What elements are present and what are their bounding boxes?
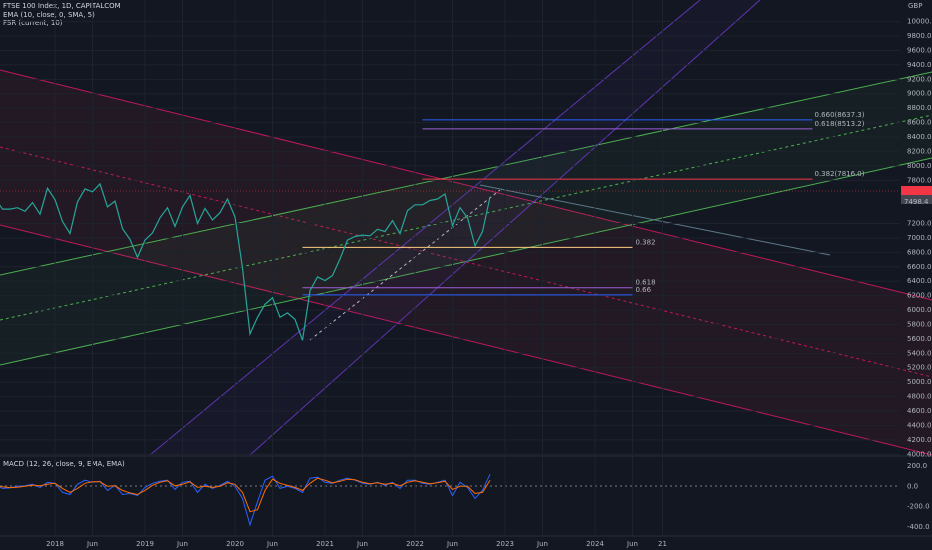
trend-line — [309, 189, 501, 341]
y-tick-label: 9000.0 — [907, 90, 932, 98]
y-tick-label: 8400.0 — [907, 133, 932, 141]
trend-line — [0, 224, 932, 456]
fib-label: 0.660(8637.3) — [815, 111, 865, 119]
trend-line — [479, 184, 831, 256]
y-tick-label: 5600.0 — [907, 335, 932, 343]
x-tick-label: Jun — [176, 540, 188, 548]
y-tick-label: 4000.0 — [907, 450, 932, 458]
y-tick-label: 5400.0 — [907, 349, 932, 357]
fib-label: 0.66 — [636, 286, 652, 294]
x-tick-label: 21 — [658, 540, 667, 548]
macd-tick-label: 200.0 — [907, 462, 927, 470]
x-tick-label: Jun — [536, 540, 548, 548]
series-line — [0, 477, 491, 513]
y-tick-label: 7000.0 — [907, 234, 932, 242]
y-tick-label: 6400.0 — [907, 277, 932, 285]
y-tick-label: 6800.0 — [907, 248, 932, 256]
x-tick-label: Jun — [356, 540, 368, 548]
y-tick-label: 8200.0 — [907, 147, 932, 155]
y-tick-label: 9200.0 — [907, 75, 932, 83]
trend-line — [0, 157, 932, 366]
x-tick-label: 2018 — [46, 540, 64, 548]
y-tick-label: 9600.0 — [907, 46, 932, 54]
y-tick-label: 4800.0 — [907, 393, 932, 401]
y-tick-label: 9400.0 — [907, 61, 932, 69]
macd-tick-label: -400.0 — [907, 523, 930, 531]
x-tick-label: 2021 — [316, 540, 334, 548]
legend-title: FTSE 100 Index, 1D, CAPITALCOM — [3, 2, 121, 10]
x-tick-label: 2024 — [586, 540, 604, 548]
y-tick-label: 7200.0 — [907, 220, 932, 228]
series-line — [0, 473, 491, 527]
x-tick-label: 2020 — [226, 540, 244, 548]
x-tick-label: 2023 — [496, 540, 514, 548]
macd-tick-label: -200.0 — [907, 503, 930, 511]
y-tick-label: 7800.0 — [907, 176, 932, 184]
fib-label: 0.382 — [636, 238, 656, 246]
y-tick-label: 4600.0 — [907, 407, 932, 415]
series-line — [0, 182, 491, 341]
y-tick-label: 4200.0 — [907, 436, 932, 444]
fib-label: 0.618 — [636, 279, 656, 287]
y-tick-label: 8600.0 — [907, 119, 932, 127]
y-tick-label: 10000.0 — [907, 18, 932, 26]
x-tick-label: Jun — [626, 540, 638, 548]
price-box — [901, 195, 932, 204]
pitch-fill — [150, 0, 760, 455]
x-tick-label: Jun — [446, 540, 458, 548]
x-tick-label: 2019 — [136, 540, 154, 548]
fib-label: 0.618(8513.2) — [815, 120, 865, 128]
macd-tick-label: 0.0 — [907, 482, 918, 490]
y-tick-label: 5800.0 — [907, 320, 932, 328]
y-tick-label: 8800.0 — [907, 104, 932, 112]
macd-title: MACD (12, 26, close, 9, EMA, EMA) — [3, 460, 125, 468]
fib-label: 0.382(7816.0) — [815, 170, 865, 178]
y-tick-label: 5000.0 — [907, 378, 932, 386]
y-tick-label: 5200.0 — [907, 364, 932, 372]
up-channel-fill — [0, 72, 932, 365]
y-tick-label: 6000.0 — [907, 306, 932, 314]
y-tick-label: 6200.0 — [907, 292, 932, 300]
legend-indicator: FSR (current, 10) — [3, 19, 63, 27]
y-tick-label: 6600.0 — [907, 263, 932, 271]
currency: GBP — [908, 2, 922, 10]
legend-indicator: EMA (10, close, 0, SMA, 5) — [3, 11, 95, 19]
last-price-box — [901, 186, 932, 196]
x-tick-label: 2022 — [406, 540, 424, 548]
trend-line — [0, 71, 932, 276]
y-tick-label: 8000.0 — [907, 162, 932, 170]
y-tick-label: 4400.0 — [907, 421, 932, 429]
x-tick-label: Jun — [266, 540, 278, 548]
price-label: 7498.4 — [904, 198, 929, 206]
x-tick-label: Jun — [86, 540, 98, 548]
y-tick-label: 9800.0 — [907, 32, 932, 40]
trend-line — [149, 0, 701, 456]
